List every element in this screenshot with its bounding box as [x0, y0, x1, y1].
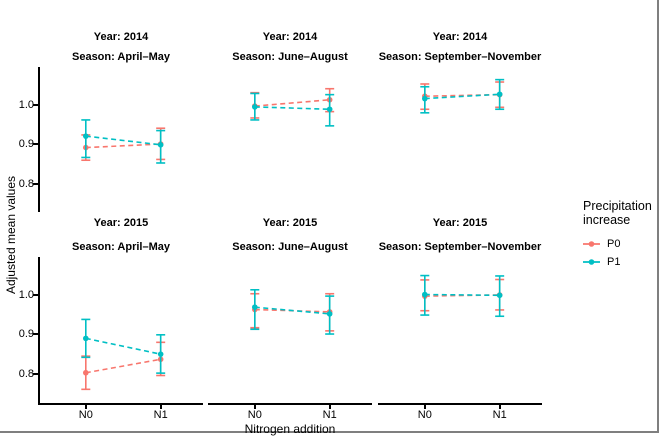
- y-tick-mark: [33, 372, 38, 375]
- error-bar-p1: [325, 93, 335, 127]
- x-tick-label: N1: [492, 409, 507, 421]
- x-axis-line: [208, 403, 372, 405]
- error-bar-p1: [420, 274, 430, 316]
- data-point-p0: [83, 369, 89, 376]
- figure-frame: [0, 0, 659, 433]
- facet-title-year: Year: 2015: [432, 217, 488, 229]
- error-bar-p1: [325, 295, 335, 335]
- error-bar-p1: [156, 334, 166, 374]
- y-tick-mark: [33, 182, 38, 185]
- legend: Precipitation increase P0 P1: [583, 199, 652, 271]
- data-point-p1: [496, 292, 503, 299]
- x-tick-label: N1: [322, 409, 337, 421]
- y-tick-mark: [33, 103, 38, 106]
- y-tick-label: 0.9: [18, 138, 34, 151]
- facet-title-year: Year: 2014: [93, 31, 149, 43]
- x-tick-label: N1: [153, 409, 168, 421]
- data-point-p1: [157, 351, 164, 357]
- x-axis-line: [378, 403, 542, 405]
- error-bar-p1: [420, 85, 430, 114]
- facet-title-year: Year: 2014: [262, 31, 318, 43]
- x-tick-mark: [423, 405, 426, 409]
- x-tick-mark: [328, 405, 331, 409]
- data-point-p1: [252, 304, 258, 310]
- trend-line-p1: [254, 306, 330, 315]
- error-bar-p1: [156, 129, 166, 164]
- y-tick-label: 0.8: [18, 177, 34, 190]
- facet-title-season: Season: June–August: [232, 241, 348, 253]
- error-bar-p1: [81, 119, 91, 159]
- trend-line-p1: [85, 135, 161, 146]
- facet-title-season: Season: September–November: [378, 51, 542, 63]
- legend-items: P0 P1: [583, 235, 652, 271]
- data-point-p1: [422, 95, 428, 102]
- facet-panel: [420, 78, 505, 114]
- data-point-p1: [326, 311, 333, 317]
- facet-panel: [81, 119, 166, 164]
- trend-line-p1: [85, 337, 161, 355]
- facet-title-season: Season: April–May: [71, 241, 171, 253]
- legend-key-p0-icon: [583, 241, 600, 247]
- legend-item-label: P1: [607, 256, 621, 268]
- facet-title-season: Season: September–November: [378, 241, 542, 253]
- legend-item-p1: P1: [583, 253, 652, 271]
- legend-title: Precipitation increase: [583, 199, 652, 227]
- x-tick-label: N0: [247, 409, 262, 421]
- trend-line-p0: [85, 143, 161, 149]
- y-tick-label: 1.0: [18, 288, 34, 301]
- y-axis-line: [38, 257, 40, 405]
- facet-panel: [250, 87, 335, 127]
- y-tick-label: 0.9: [18, 328, 34, 341]
- data-point-p1: [252, 104, 258, 110]
- legend-title-line-1: Precipitation: [583, 199, 652, 213]
- trend-line-p0: [85, 358, 161, 374]
- x-tick-label: N0: [78, 409, 93, 421]
- x-axis-title: Nitrogen addition: [244, 422, 336, 436]
- facet-panel: [81, 318, 166, 391]
- x-tick-mark: [253, 405, 256, 409]
- trend-line-p1: [424, 93, 500, 100]
- facet-title-season: Season: April–May: [71, 51, 171, 63]
- legend-item-p0: P0: [583, 235, 652, 253]
- y-tick-mark: [33, 333, 38, 336]
- facet-title-year: Year: 2014: [432, 31, 488, 43]
- data-point-p1: [83, 133, 89, 139]
- trend-line-p1: [424, 293, 500, 297]
- y-tick-label: 0.8: [18, 367, 34, 380]
- error-bar-p1: [81, 318, 91, 359]
- facet-panel: [250, 288, 335, 335]
- x-tick-label: N0: [417, 409, 432, 421]
- y-axis-line: [38, 67, 40, 212]
- facet-title-season: Season: June–August: [232, 51, 348, 63]
- legend-item-label: P0: [607, 238, 621, 250]
- x-tick-mark: [498, 405, 501, 409]
- x-tick-mark: [159, 405, 162, 409]
- error-bar-p1: [250, 92, 260, 121]
- y-tick-mark: [33, 293, 38, 296]
- y-tick-label: 1.0: [18, 98, 34, 111]
- x-tick-mark: [84, 405, 87, 409]
- data-point-p1: [326, 106, 333, 113]
- x-axis-line: [39, 403, 203, 405]
- data-point-p1: [496, 91, 503, 98]
- y-tick-mark: [33, 143, 38, 146]
- legend-key-p1-icon: [583, 259, 600, 265]
- error-bar-p1: [250, 288, 260, 331]
- facet-title-year: Year: 2015: [262, 217, 318, 229]
- legend-title-line-2: increase: [583, 213, 631, 227]
- data-point-p1: [157, 142, 164, 148]
- data-point-p1: [422, 291, 428, 298]
- facet-title-year: Year: 2015: [93, 217, 149, 229]
- trend-line-p1: [254, 106, 330, 111]
- facet-panel: [420, 274, 505, 318]
- trend-line-p0: [254, 98, 330, 107]
- data-point-p1: [83, 335, 89, 342]
- error-bar-p1: [495, 275, 505, 318]
- y-axis-title: Adjusted mean values: [4, 175, 18, 295]
- error-bar-p1: [495, 78, 505, 111]
